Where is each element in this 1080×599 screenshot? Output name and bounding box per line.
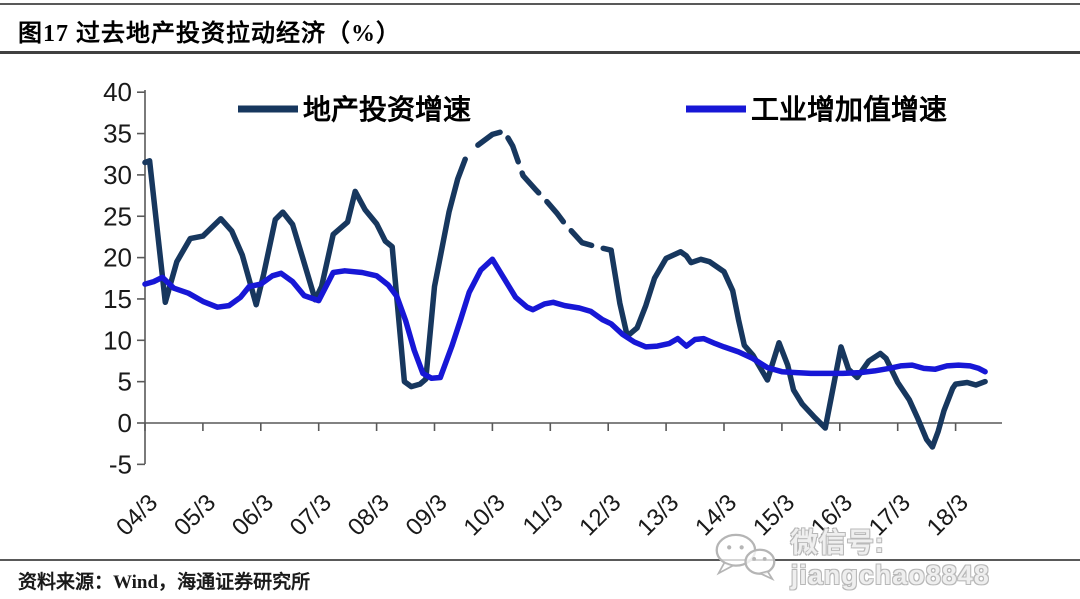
- x-tick-label: 08/3: [343, 489, 395, 541]
- real-estate-investment-growth-solid-segment: [608, 247, 988, 450]
- real-estate-investment-growth-solid-segment: [142, 156, 468, 390]
- top-rule: [0, 3, 1080, 5]
- real-estate-investment-growth-line: [142, 128, 988, 450]
- axes: [144, 90, 1002, 464]
- y-tick-label: 40: [103, 77, 132, 107]
- y-axis: 40 35 30 25 20 15 10 5 0 -5: [103, 77, 145, 479]
- x-tick-label: 11/3: [518, 489, 569, 540]
- real-estate-investment-growth-dashed-segment: [475, 128, 614, 253]
- y-tick-label: 10: [103, 325, 132, 355]
- source-note: 资料来源：Wind，海通证券研究所: [18, 572, 311, 593]
- y-tick-label: 15: [103, 284, 132, 314]
- x-tick-label: 04/3: [111, 489, 163, 541]
- legend: 地产投资增速 工业增加值增速: [238, 94, 947, 126]
- real-estate-investment-growth-legend-label: 地产投资增速: [303, 94, 471, 126]
- x-tick-label: 10/3: [459, 489, 511, 541]
- x-tick-label: 07/3: [285, 489, 337, 541]
- y-tick-label: 5: [118, 367, 132, 397]
- x-tick-label: 06/3: [227, 489, 279, 541]
- x-tick-label: 12/3: [574, 489, 626, 541]
- watermark-text: 微信号: jiangchao8848: [790, 528, 990, 590]
- footer-rule: [0, 559, 1080, 561]
- y-tick-label: 25: [103, 201, 132, 231]
- y-tick-label: 35: [103, 119, 132, 149]
- watermark: 微信号: jiangchao8848: [710, 521, 1080, 591]
- industrial-value-added-growth-solid-segment: [142, 256, 988, 382]
- industrial-value-added-growth-line: [142, 256, 988, 382]
- y-tick-label: 20: [103, 243, 132, 273]
- x-tick-label: 13/3: [632, 489, 684, 541]
- line-chart: 40 35 30 25 20 15 10 5 0 -5 04/3 05/3 06/3 07/3 08/3 09…: [103, 77, 1002, 541]
- x-tick-label: 05/3: [169, 489, 221, 541]
- y-tick-label: -5: [109, 449, 132, 479]
- y-tick-label: 30: [103, 160, 132, 190]
- figure-title: 图17 过去地产投资拉动经济（%）: [18, 21, 401, 47]
- industrial-value-added-growth-legend-label: 工业增加值增速: [751, 94, 947, 126]
- x-tick-label: 09/3: [401, 489, 453, 541]
- y-tick-label: 0: [118, 408, 132, 438]
- title-underline: [0, 51, 1080, 54]
- wechat-icon: [715, 533, 776, 582]
